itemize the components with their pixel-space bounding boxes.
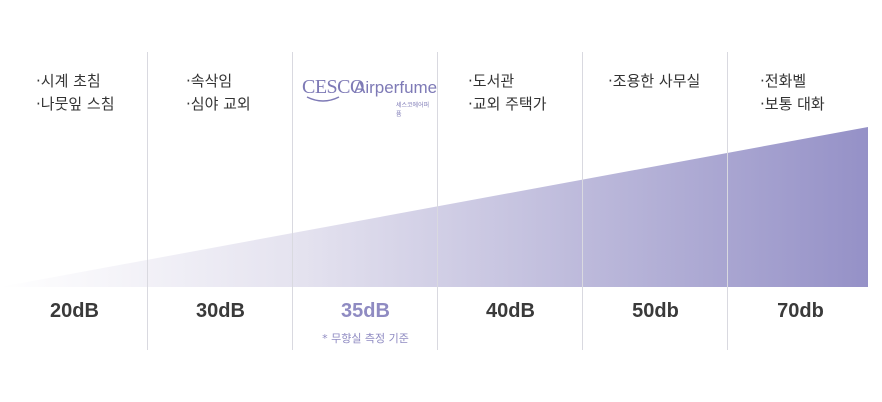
decibel-label: 20dB xyxy=(50,300,99,322)
example-item: ·보통 대화 xyxy=(760,95,825,113)
logo-product: Airperfume xyxy=(354,78,438,97)
noise-examples: ·속삭임 ·심야 교외 xyxy=(186,70,251,116)
example-item: ·도서관 xyxy=(468,72,515,90)
noise-column-20db: ·시계 초침 ·나뭇잎 스침 20dB xyxy=(2,0,147,402)
decibel-label: 40dB xyxy=(486,300,535,322)
noise-column-70db: ·전화벨 ·보통 대화 70db xyxy=(728,0,873,402)
noise-examples: ·전화벨 ·보통 대화 xyxy=(760,70,825,116)
example-item: ·전화벨 xyxy=(760,72,807,90)
noise-examples: ·시계 초침 ·나뭇잎 스침 xyxy=(36,70,115,116)
noise-column-50db: ·조용한 사무실 50db xyxy=(583,0,728,402)
divider xyxy=(727,52,728,350)
example-item: ·심야 교외 xyxy=(186,95,251,113)
noise-examples: ·도서관 ·교외 주택가 xyxy=(468,70,547,116)
example-item: ·나뭇잎 스침 xyxy=(36,95,115,113)
example-item: ·조용한 사무실 xyxy=(608,72,701,90)
logo-subtitle: 세스코에어퍼퓸 xyxy=(396,102,430,118)
divider xyxy=(292,52,293,350)
example-item: ·교외 주택가 xyxy=(468,95,547,113)
noise-column-35db: CESCO Airperfume 세스코에어퍼퓸 35dB * 무향실 측정 기… xyxy=(293,0,438,402)
logo-brand: CESCO xyxy=(302,76,364,98)
decibel-label: 70db xyxy=(777,300,824,322)
example-item: ·속삭임 xyxy=(186,72,233,90)
divider xyxy=(582,52,583,350)
divider xyxy=(437,52,438,350)
example-item: ·시계 초침 xyxy=(36,72,101,90)
noise-column-30db: ·속삭임 ·심야 교외 30dB xyxy=(148,0,293,402)
divider xyxy=(147,52,148,350)
measurement-note: * 무향실 측정 기준 xyxy=(322,332,409,345)
noise-column-40db: ·도서관 ·교외 주택가 40dB xyxy=(438,0,583,402)
cesco-airperfume-logo: CESCO Airperfume 세스코에어퍼퓸 xyxy=(302,74,437,118)
decibel-label: 50db xyxy=(632,300,679,322)
decibel-label-highlight: 35dB xyxy=(341,300,390,322)
decibel-label: 30dB xyxy=(196,300,245,322)
noise-examples: ·조용한 사무실 xyxy=(608,70,700,93)
logo-swoosh-icon xyxy=(306,96,340,102)
